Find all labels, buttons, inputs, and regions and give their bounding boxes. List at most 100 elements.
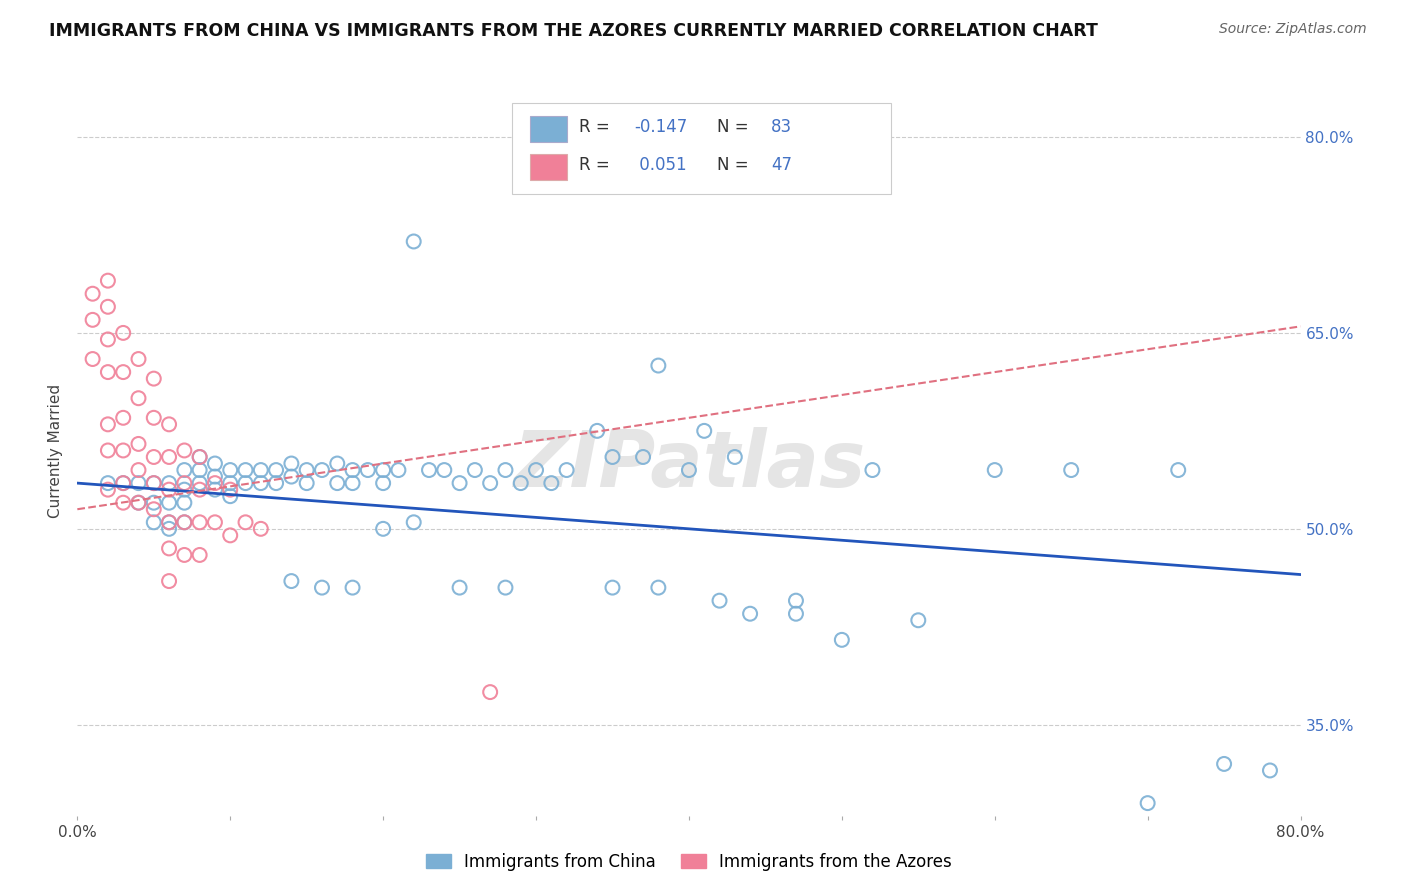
Y-axis label: Currently Married: Currently Married — [48, 384, 63, 517]
Point — [693, 424, 716, 438]
Point — [97, 274, 120, 288]
Point — [219, 483, 242, 497]
Point — [250, 522, 273, 536]
Text: R =: R = — [579, 118, 614, 136]
Point — [157, 483, 180, 497]
Point — [82, 351, 104, 366]
Point — [326, 476, 349, 491]
Point — [479, 476, 502, 491]
Point — [402, 235, 425, 249]
Point — [678, 463, 700, 477]
Point — [495, 581, 517, 595]
Point — [219, 528, 242, 542]
Point — [204, 476, 226, 491]
Point — [204, 469, 226, 483]
Point — [188, 450, 211, 464]
Point — [219, 489, 242, 503]
Point — [204, 483, 226, 497]
Point — [173, 483, 195, 497]
Point — [831, 632, 853, 647]
Point — [647, 581, 669, 595]
Point — [173, 476, 195, 491]
Point — [204, 516, 226, 530]
Point — [188, 476, 211, 491]
Point — [112, 496, 135, 510]
Point — [418, 463, 440, 477]
Point — [127, 351, 149, 366]
Point — [127, 391, 149, 405]
Point — [495, 463, 517, 477]
Point — [342, 476, 364, 491]
Point — [157, 516, 180, 530]
Text: ZIPatlas: ZIPatlas — [513, 427, 865, 503]
Point — [371, 463, 394, 477]
Point — [402, 516, 425, 530]
Point — [602, 450, 624, 464]
Point — [449, 581, 471, 595]
Text: IMMIGRANTS FROM CHINA VS IMMIGRANTS FROM THE AZORES CURRENTLY MARRIED CORRELATIO: IMMIGRANTS FROM CHINA VS IMMIGRANTS FROM… — [49, 22, 1098, 40]
Point — [509, 476, 531, 491]
Point — [157, 496, 180, 510]
Point — [97, 443, 120, 458]
Point — [97, 483, 120, 497]
Point — [127, 463, 149, 477]
Point — [97, 417, 120, 432]
Point — [204, 457, 226, 471]
Point — [740, 607, 762, 621]
Point — [295, 463, 318, 477]
Point — [524, 463, 547, 477]
Point — [127, 437, 149, 451]
Point — [280, 457, 302, 471]
Point — [173, 516, 195, 530]
Point — [112, 326, 135, 340]
Point — [862, 463, 884, 477]
Point — [907, 613, 929, 627]
Point — [157, 450, 180, 464]
Point — [112, 443, 135, 458]
Point — [188, 463, 211, 477]
Point — [235, 476, 257, 491]
Point — [785, 593, 807, 607]
Point — [311, 463, 333, 477]
Point — [142, 496, 165, 510]
Point — [586, 424, 609, 438]
Point — [311, 581, 333, 595]
Point — [97, 365, 120, 379]
Point — [342, 463, 364, 477]
Point — [188, 450, 211, 464]
Point — [371, 522, 394, 536]
FancyBboxPatch shape — [530, 116, 567, 142]
Point — [97, 333, 120, 347]
Point — [709, 593, 731, 607]
Point — [449, 476, 471, 491]
Point — [264, 463, 287, 477]
Legend: Immigrants from China, Immigrants from the Azores: Immigrants from China, Immigrants from t… — [419, 846, 959, 878]
Point — [1213, 756, 1236, 771]
Point — [173, 548, 195, 562]
Point — [142, 410, 165, 425]
Point — [326, 457, 349, 471]
Text: N =: N = — [717, 118, 754, 136]
Point — [142, 476, 165, 491]
Point — [250, 476, 273, 491]
Point — [479, 685, 502, 699]
Text: N =: N = — [717, 156, 754, 174]
Point — [157, 574, 180, 588]
Point — [1258, 764, 1281, 778]
FancyBboxPatch shape — [512, 103, 891, 194]
Point — [127, 496, 149, 510]
Point — [97, 300, 120, 314]
Point — [157, 417, 180, 432]
Point — [724, 450, 747, 464]
Point — [82, 286, 104, 301]
Point — [295, 476, 318, 491]
Point — [112, 476, 135, 491]
Text: -0.147: -0.147 — [634, 118, 688, 136]
Point — [235, 516, 257, 530]
Point — [157, 541, 180, 556]
Point — [433, 463, 456, 477]
Point — [785, 607, 807, 621]
Text: R =: R = — [579, 156, 614, 174]
Point — [142, 502, 165, 516]
Point — [127, 476, 149, 491]
